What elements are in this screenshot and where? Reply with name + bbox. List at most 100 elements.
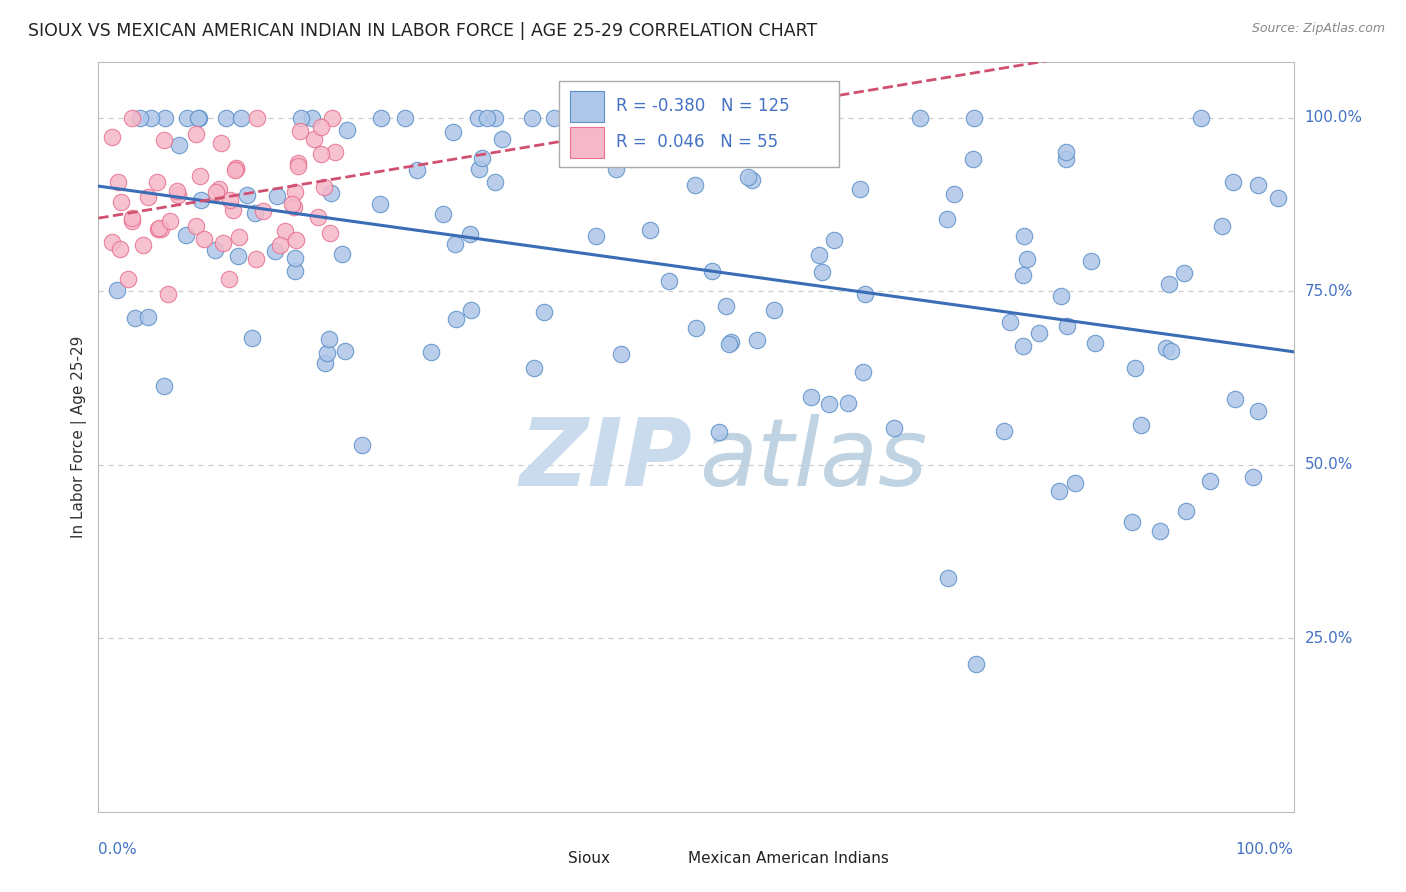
Text: 100.0%: 100.0% [1236,842,1294,857]
Point [1064,475,1087,490]
Point [152,133,174,147]
Point [610,347,633,361]
Point [491,132,513,146]
Point [560,111,582,125]
Point [807,248,830,262]
Point [311,120,333,134]
Point [307,210,329,224]
Point [148,220,170,235]
Point [818,396,841,410]
Point [962,111,984,125]
Point [148,222,170,236]
Point [1011,338,1033,352]
Point [460,227,482,241]
Point [207,182,229,196]
Point [943,186,966,201]
Text: R =  0.046   N = 55: R = 0.046 N = 55 [616,133,778,151]
Point [319,227,342,241]
Point [800,391,823,405]
Point [240,331,263,345]
Point [837,395,859,409]
Point [444,311,467,326]
Point [1050,289,1073,303]
Point [394,111,416,125]
Point [1130,417,1153,432]
Point [121,214,143,228]
Point [1211,219,1233,233]
Point [849,182,872,196]
Point [737,169,759,184]
Bar [571,91,605,122]
Point [107,175,129,189]
Point [274,224,297,238]
Point [301,111,323,125]
Text: 0.0%: 0.0% [98,842,138,857]
Point [105,284,128,298]
Point [225,161,247,176]
Point [468,161,491,176]
Point [823,233,845,247]
Point [475,111,498,125]
Point [167,138,190,153]
Point [741,173,763,187]
Point [747,333,769,347]
Point [145,175,167,189]
Point [187,111,209,125]
Point [1056,152,1078,166]
Point [218,272,240,286]
Point [685,320,707,334]
Point [908,111,931,125]
Point [1054,145,1077,159]
Point [319,186,342,200]
Point [156,287,179,301]
Bar [643,847,681,871]
Point [176,111,198,125]
Text: SIOUX VS MEXICAN AMERICAN INDIAN IN LABOR FORCE | AGE 25-29 CORRELATION CHART: SIOUX VS MEXICAN AMERICAN INDIAN IN LABO… [28,22,817,40]
Bar [558,81,839,168]
Point [225,161,247,176]
Point [222,203,245,218]
Point [304,132,326,146]
Point [965,657,987,671]
Point [336,123,359,137]
Point [187,111,209,125]
Point [136,310,159,325]
Point [1267,191,1289,205]
Point [853,287,876,301]
Point [229,111,252,125]
Point [149,222,172,236]
Point [585,229,607,244]
Point [720,334,742,349]
Point [117,272,139,286]
Point [1028,326,1050,340]
Point [124,310,146,325]
Point [174,227,197,242]
Text: Source: ZipAtlas.com: Source: ZipAtlas.com [1251,22,1385,36]
Y-axis label: In Labor Force | Age 25-29: In Labor Force | Age 25-29 [72,336,87,538]
Point [810,265,832,279]
Point [284,251,307,265]
Point [153,379,176,393]
Bar [571,127,605,159]
Point [471,151,494,165]
Point [316,346,339,360]
Point [714,299,737,313]
Point [159,213,181,227]
Point [110,195,132,210]
Point [288,124,311,138]
Point [993,424,1015,438]
Point [717,336,740,351]
Point [1017,252,1039,266]
Point [883,421,905,435]
Point [184,219,207,233]
Point [211,235,233,250]
Point [484,111,506,125]
Point [193,232,215,246]
Point [1056,319,1078,334]
Point [290,111,312,125]
Point [683,178,706,193]
Point [1149,524,1171,538]
Point [620,152,643,166]
Point [658,274,681,288]
Point [1199,474,1222,488]
